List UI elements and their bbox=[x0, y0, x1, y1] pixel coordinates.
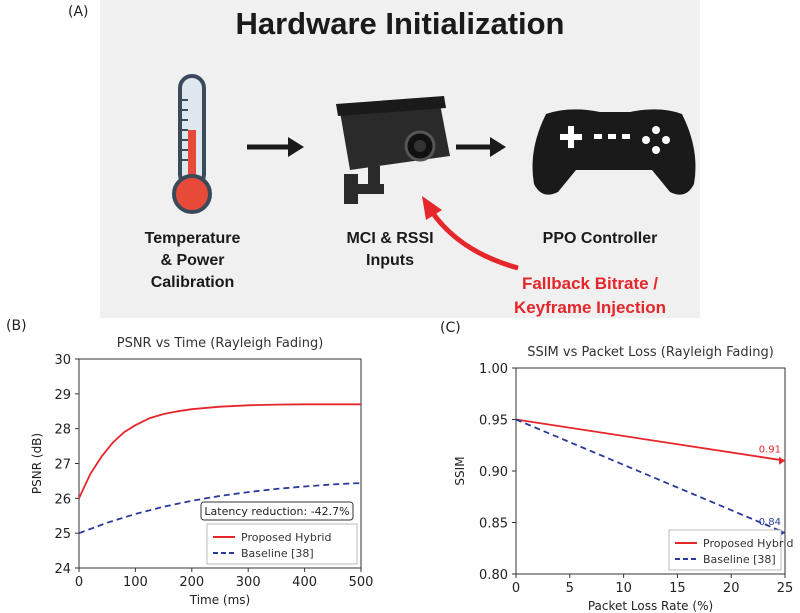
legend-label-1: Proposed Hybrid bbox=[241, 531, 331, 544]
node-mci-line-1: MCI & RSSI bbox=[346, 230, 434, 247]
series-line-1 bbox=[78, 403, 361, 499]
feedback-label: Fallback Bitrate / Keyframe Injection bbox=[500, 272, 680, 320]
y-tick-label: 25 bbox=[54, 527, 71, 542]
legend-label-2: Baseline [38] bbox=[703, 553, 776, 566]
node-ppo-label: PPO Controller bbox=[530, 228, 670, 250]
diagram-title: Hardware Initialization bbox=[235, 6, 565, 41]
x-tick-label: 5 bbox=[566, 581, 574, 596]
y-tick-label: 28 bbox=[54, 423, 71, 438]
series-line-1 bbox=[515, 418, 786, 462]
y-tick-label: 27 bbox=[54, 458, 71, 473]
x-tick-label: 10 bbox=[615, 581, 632, 596]
legend-box bbox=[668, 529, 782, 571]
node-mci-label: MCI & RSSI Inputs bbox=[320, 228, 460, 272]
legend-box bbox=[206, 523, 358, 565]
annotation-box bbox=[200, 501, 354, 521]
annotation-text: Latency reduction: -42.7% bbox=[204, 505, 349, 518]
node-temperature-line-1: Temperature bbox=[144, 230, 241, 247]
x-tick-label: 0 bbox=[512, 581, 520, 596]
chart-title: PSNR vs Time (Rayleigh Fading) bbox=[117, 336, 324, 351]
thermometer-icon bbox=[172, 74, 212, 214]
ssim-chart: SSIM vs Packet Loss (Rayleigh Fading) 0 5 1… bbox=[453, 345, 794, 613]
y-tick-label: 1.00 bbox=[479, 362, 508, 377]
x-tick-label: 100 bbox=[123, 575, 148, 590]
node-mci-line-2: Inputs bbox=[366, 252, 414, 269]
y-tick-label: 0.95 bbox=[479, 414, 508, 429]
series-line-2 bbox=[515, 418, 786, 534]
flow-arrow-2 bbox=[456, 137, 506, 157]
node-temperature-label: Temperature & Power Calibration bbox=[120, 228, 265, 294]
y-tick-label: 0.85 bbox=[479, 517, 508, 532]
psnr-chart: PSNR vs Time (Rayleigh Fading) 0 100 200 300… bbox=[30, 336, 374, 607]
panel-label-b: (B) bbox=[6, 318, 27, 334]
y-axis-label: PSNR (dB) bbox=[30, 433, 44, 494]
gamepad-icon bbox=[532, 109, 696, 195]
legend-label-2: Baseline [38] bbox=[241, 547, 314, 560]
series-end-label-1: 0.91 bbox=[759, 445, 781, 456]
legend-label-1: Proposed Hybrid bbox=[703, 537, 793, 550]
x-tick-label: 400 bbox=[292, 575, 317, 590]
node-temperature-line-2: & Power Calibration bbox=[150, 252, 235, 291]
panel-label-c: (C) bbox=[440, 320, 461, 336]
feedback-line-2: Keyframe Injection bbox=[513, 298, 667, 317]
x-axis-label: Time (ms) bbox=[189, 593, 251, 607]
y-tick-label: 0.80 bbox=[479, 568, 508, 583]
y-axis-label: SSIM bbox=[453, 456, 467, 485]
y-tick-label: 30 bbox=[54, 353, 71, 368]
feedback-line-1: Fallback Bitrate / bbox=[521, 274, 659, 293]
x-axis-label: Packet Loss Rate (%) bbox=[588, 599, 713, 613]
camera-icon bbox=[336, 96, 450, 204]
x-tick-label: 20 bbox=[723, 581, 740, 596]
y-tick-label: 29 bbox=[54, 388, 71, 403]
panel-label-a: (A) bbox=[68, 4, 89, 20]
series-end-marker-1 bbox=[779, 456, 785, 465]
x-tick-label: 500 bbox=[349, 575, 374, 590]
node-ppo-line-1: PPO Controller bbox=[542, 230, 658, 247]
x-tick-label: 0 bbox=[75, 575, 83, 590]
x-tick-label: 25 bbox=[777, 581, 794, 596]
hardware-diagram: Hardware Initialization bbox=[100, 0, 700, 318]
flow-arrow-1 bbox=[247, 137, 304, 157]
y-tick-label: 26 bbox=[54, 492, 71, 507]
chart-title: SSIM vs Packet Loss (Rayleigh Fading) bbox=[527, 345, 774, 360]
x-tick-label: 300 bbox=[236, 575, 261, 590]
y-tick-label: 0.90 bbox=[479, 465, 508, 480]
x-tick-label: 15 bbox=[669, 581, 686, 596]
diagram-graphics bbox=[172, 74, 696, 271]
y-tick-label: 24 bbox=[54, 562, 71, 577]
series-end-label-2: 0.84 bbox=[759, 517, 781, 528]
series-line-2 bbox=[78, 482, 362, 535]
x-tick-label: 200 bbox=[179, 575, 204, 590]
feedback-arrow bbox=[422, 196, 519, 271]
